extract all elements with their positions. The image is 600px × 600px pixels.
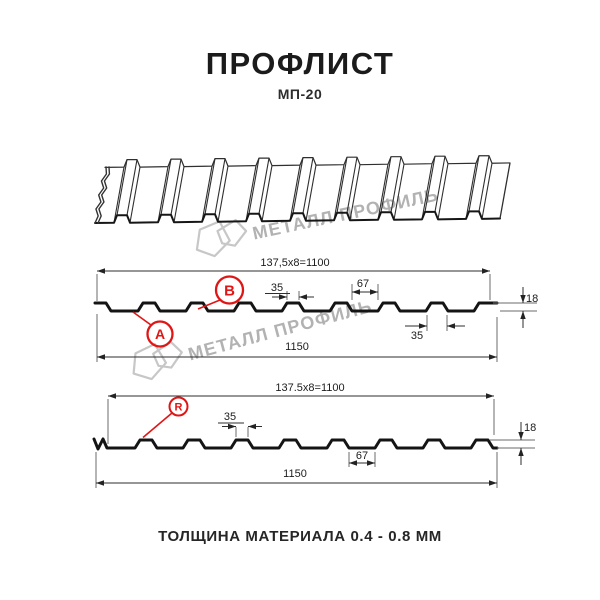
marker-b-circle (214, 275, 245, 305)
dimension-arrow (520, 295, 526, 303)
rib-line (302, 157, 314, 214)
dim-label-module-2: 137.5x8=1100 (275, 382, 344, 394)
dimension-arrow (489, 480, 497, 486)
dim-label-crest-2: 35 (224, 411, 236, 423)
dim-label-crest-1: 35 (271, 282, 283, 294)
rib-line (217, 166, 229, 222)
page-title: ПРОФЛИСТ (205, 46, 395, 81)
profile-cross-section-r: 137.5x8=1100 35 67 1150 18 (92, 382, 536, 488)
dim-label-height-2: 18 (524, 422, 536, 434)
sheet-cut-edge (94, 166, 108, 224)
watermark-text: МЕТАЛЛ ПРОФИЛЬ (186, 296, 374, 364)
rib-line (468, 155, 480, 212)
marker-a-circle (146, 320, 174, 348)
sheet-right-edge (499, 162, 511, 219)
rib-line (113, 166, 125, 223)
rib-line (204, 158, 216, 215)
rib-line (157, 166, 169, 223)
rib-line (292, 157, 304, 214)
dimension-arrow (299, 294, 307, 300)
dimension-arrow (97, 268, 105, 274)
dimension-arrow (97, 354, 105, 360)
rib-line (393, 164, 405, 220)
sheet-cut-edge (97, 166, 111, 224)
rib-line (170, 159, 182, 215)
dimension-arrow (489, 354, 497, 360)
dim-label-valley-1: 67 (357, 278, 369, 290)
sheet-back-edge (104, 155, 511, 168)
watermark-1: МЕТАЛЛ ПРОФИЛЬ (195, 184, 441, 258)
rib-line (465, 163, 477, 219)
sheet-front-edge (94, 210, 501, 224)
profile-cross-section-b: 137,5x8=1100 35 67 35 1150 18 (93, 257, 538, 362)
rib-line (424, 156, 436, 212)
rib-line (390, 156, 402, 213)
rib-line (248, 158, 260, 214)
dimension-arrow (518, 448, 524, 456)
rib-line (333, 164, 345, 221)
dim-label-base-1: 35 (411, 330, 423, 342)
material-thickness-note: ТОЛЩИНА МАТЕРИАЛА 0.4 - 0.8 ММ (158, 528, 442, 545)
rib-line (336, 157, 348, 213)
dimension-arrow (248, 423, 256, 430)
dimension-arrow (279, 294, 287, 300)
dim-label-height-1: 18 (526, 293, 538, 305)
rib-line (289, 165, 301, 221)
marker-r-label: R (175, 402, 183, 414)
profile-markers: B A R (132, 275, 245, 439)
dim-label-width-1: 1150 (285, 341, 309, 353)
rib-line (214, 158, 226, 215)
dimension-arrow (96, 480, 104, 486)
rib-line (129, 166, 141, 223)
dim-label-valley-2: 67 (356, 450, 368, 462)
rib-line (116, 159, 128, 216)
page-subtitle: МП-20 (277, 86, 323, 102)
rib-line (245, 165, 257, 222)
rib-line (437, 163, 449, 220)
rib-line (434, 156, 446, 212)
dimension-arrow (367, 460, 375, 466)
dimension-arrow (108, 393, 116, 399)
marker-a-label: A (155, 326, 165, 342)
rib-line (421, 163, 433, 220)
dimension-arrow (486, 393, 494, 399)
marker-a-leader (132, 311, 152, 326)
dimension-arrow (447, 323, 455, 329)
dimension-arrow (228, 423, 236, 430)
profiled-sheet-3d-view (94, 155, 511, 224)
profile-r-outline (92, 437, 499, 451)
rib-line (349, 164, 361, 221)
dimension-arrow (349, 460, 357, 466)
rib-line (258, 158, 270, 214)
watermark-text: МЕТАЛЛ ПРОФИЛЬ (251, 184, 441, 243)
rib-line (478, 155, 490, 212)
marker-b-label: B (224, 283, 235, 300)
dimension-arrow (482, 268, 490, 274)
rib-line (481, 163, 493, 219)
rib-line (380, 156, 392, 213)
rib-line (126, 159, 138, 216)
dimension-arrow (520, 311, 526, 319)
rib-line (201, 166, 213, 222)
rib-line (160, 159, 172, 215)
dim-label-width-2: 1150 (283, 468, 307, 480)
dimension-arrow (518, 432, 524, 440)
dim-label-module-1: 137,5x8=1100 (260, 257, 329, 269)
dimension-arrow (352, 289, 360, 295)
rib-line (305, 165, 317, 221)
dimension-arrow (419, 323, 427, 329)
marker-b-leader (197, 299, 221, 310)
watermark-logo (132, 342, 168, 381)
marker-r-circle (168, 396, 189, 417)
rib-line (346, 157, 358, 213)
rib-line (173, 166, 185, 223)
profile-b-outline (93, 301, 499, 313)
dimension-arrow (370, 289, 378, 295)
marker-r-leader (142, 412, 173, 439)
rib-line (261, 165, 273, 222)
watermark-logo (195, 220, 231, 258)
rib-line (377, 164, 389, 220)
